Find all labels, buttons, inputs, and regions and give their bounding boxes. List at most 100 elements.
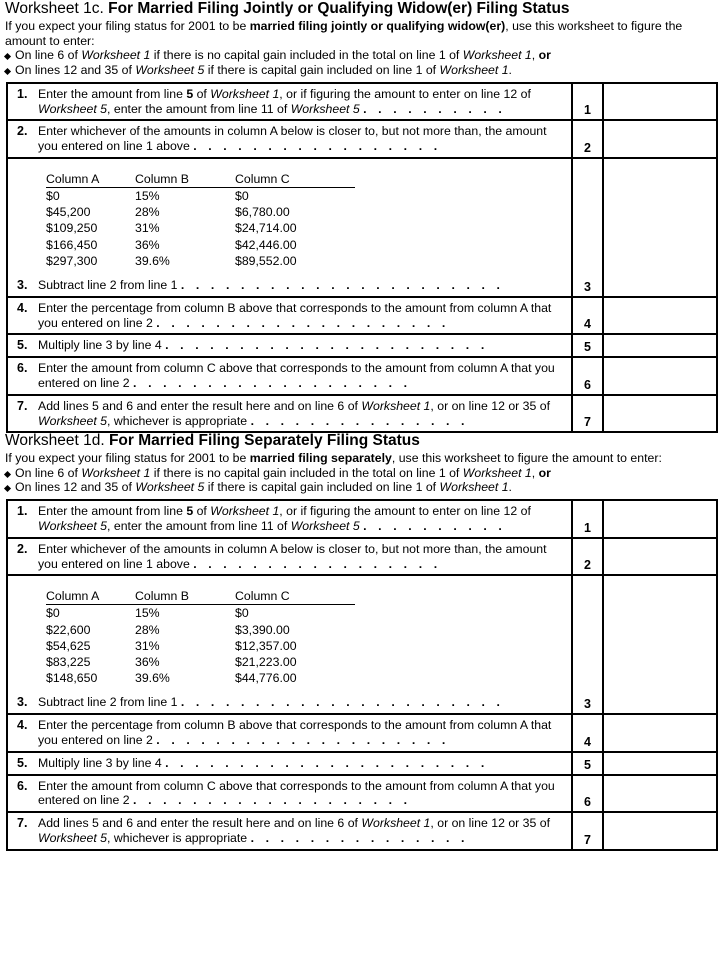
bracket-base-tax: $6,780.00 — [235, 205, 290, 220]
line-2-entry-field[interactable] — [604, 539, 716, 575]
line-6-description: 6. Enter the amount from column C above … — [8, 358, 573, 394]
worksheet-1d-intro: If you expect your filing status for 200… — [0, 450, 721, 466]
bullet-text-2: if there is capital gain included on lin… — [204, 62, 440, 77]
column-a-header: Column A — [46, 589, 135, 606]
line-4-number-box: 4 — [573, 297, 604, 334]
table-row: 7. Add lines 5 and 6 and enter the resul… — [8, 813, 716, 849]
line-4-entry-field[interactable] — [604, 715, 716, 751]
column-b-header: Column B — [135, 589, 235, 606]
line-3-description: Column A Column B Column C $0 15% $0 $45,2… — [8, 158, 573, 296]
bracket-rate: 15% — [135, 188, 160, 203]
line-7-description: 7. Add lines 5 and 6 and enter the resul… — [8, 395, 573, 432]
table-row: $83,225 36% $21,223.00 — [46, 654, 355, 670]
line-4-text: Enter the percentage from column B above… — [38, 718, 552, 747]
line-number-label: 7. — [17, 398, 28, 413]
intro-post-text: , use this worksheet to figure the amoun… — [391, 451, 662, 465]
bracket-rate: 28% — [135, 205, 160, 220]
table-row: 5. Multiply line 3 by line 4 . . . . . .… — [8, 752, 716, 776]
bullet-conjunction: or — [538, 465, 551, 480]
table-row: $54,625 31% $12,357.00 — [46, 638, 355, 654]
bracket-rate: 28% — [135, 622, 160, 637]
worksheet-1d-label: Worksheet 1d. — [5, 432, 105, 449]
line-4-number-box: 4 — [573, 715, 604, 751]
dot-leader: . . . . . . . . . . — [363, 518, 506, 533]
bullet-ref-1: Worksheet 1 — [81, 48, 151, 63]
bullet-text-3: , — [531, 465, 539, 480]
line-2-description: 2. Enter whichever of the amounts in col… — [8, 538, 573, 575]
line-1-entry-field[interactable] — [604, 501, 716, 537]
dot-leader: . . . . . . . . . . . . . . . . . — [193, 139, 442, 154]
tax-bracket-table: Column A Column B Column C $0 15% $0 $45,2… — [46, 171, 355, 269]
table-row: Column A Column B Column C $0 15% $0 $45,2… — [8, 158, 716, 298]
line-5-entry-field[interactable] — [604, 335, 716, 356]
bracket-amount: $45,200 — [46, 205, 91, 220]
table-row: 4. Enter the percentage from column B ab… — [8, 297, 716, 336]
dot-leader: . . . . . . . . . . . . . . . . . . . . … — [180, 695, 505, 710]
bracket-amount: $0 — [46, 188, 60, 203]
line-number-label: 4. — [17, 718, 28, 733]
bracket-rate: 15% — [135, 606, 160, 621]
line-4-entry-field[interactable] — [604, 298, 716, 334]
column-c-header: Column C — [235, 589, 355, 606]
bullet-text-1: On line 6 of — [15, 465, 82, 480]
line-3-number-box: 3 — [573, 158, 604, 296]
intro-pre-text: If you expect your filing status for 200… — [5, 19, 250, 33]
worksheet-1d-table: 1. Enter the amount from line 5 of Works… — [6, 499, 718, 851]
line-number-label: 6. — [17, 778, 28, 793]
line-2-entry-field[interactable] — [604, 121, 716, 157]
line-3-entry-field[interactable] — [604, 576, 716, 713]
bracket-base-tax: $21,223.00 — [235, 654, 297, 669]
bullet-ref-1: Worksheet 5 — [135, 62, 205, 77]
dot-leader: . . . . . . . . . . . . . . . . . . . . — [156, 732, 450, 747]
bullet-text-2: if there is no capital gain included in … — [150, 465, 463, 480]
line-number-label: 4. — [17, 300, 28, 315]
bullet-conjunction: or — [538, 48, 551, 63]
line-number-label: 3. — [17, 695, 28, 710]
table-row: 5. Multiply line 3 by line 4 . . . . . .… — [8, 335, 716, 359]
table-row: 4. Enter the percentage from column B ab… — [8, 715, 716, 753]
table-row: $148,650 39.6% $44,776.00 — [46, 670, 355, 686]
line-7-entry-field[interactable] — [604, 396, 716, 432]
line-2-text: Enter whichever of the amounts in column… — [38, 541, 547, 571]
line-7-number-box: 7 — [573, 395, 604, 432]
bullet-text-3: . — [508, 480, 512, 495]
table-row: Column A Column B Column C $0 15% $0 $22,6… — [8, 576, 716, 716]
bullet-text-3: . — [508, 62, 512, 77]
line-6-number-box: 6 — [573, 775, 604, 812]
line-number-label: 3. — [17, 277, 28, 292]
dot-leader: . . . . . . . . . . . . . . . . . . . . … — [165, 755, 489, 770]
table-row: 6. Enter the amount from column C above … — [8, 358, 716, 396]
table-row: $297,300 39.6% $89,552.00 — [46, 253, 355, 269]
table-row: 1. Enter the amount from line 5 of Works… — [8, 83, 716, 122]
list-item: On line 6 of Worksheet 1 if there is no … — [0, 48, 721, 63]
bullet-ref-2: Worksheet 1 — [439, 62, 509, 77]
table-row: 1. Enter the amount from line 5 of Works… — [8, 501, 716, 539]
tax-bracket-table: Column A Column B Column C $0 15% $0 $22,6… — [46, 589, 355, 686]
column-c-header: Column C — [235, 171, 355, 188]
line-3-description: Column A Column B Column C $0 15% $0 $22,6… — [8, 576, 573, 714]
line-1-number-box: 1 — [573, 83, 604, 120]
line-2-description: 2. Enter whichever of the amounts in col… — [8, 121, 573, 157]
line-6-text: Enter the amount from column C above tha… — [38, 778, 555, 808]
bracket-header-row: Column A Column B Column C — [46, 589, 355, 606]
worksheet-1c-title: For Married Filing Jointly or Qualifying… — [108, 0, 570, 17]
line-1-entry-field[interactable] — [604, 84, 716, 120]
line-number-label: 1. — [17, 86, 28, 101]
list-item: On lines 12 and 35 of Worksheet 5 if the… — [0, 63, 721, 78]
intro-filing-status: married filing jointly or qualifying wid… — [249, 19, 506, 33]
bullet-ref-2: Worksheet 1 — [439, 480, 509, 495]
worksheet-1c-intro: If you expect your filing status for 200… — [0, 18, 721, 48]
line-7-entry-field[interactable] — [604, 813, 716, 849]
line-5-entry-field[interactable] — [604, 753, 716, 774]
line-3-text: Subtract line 2 from line 1 . . . . . . … — [38, 277, 505, 292]
line-7-description: 7. Add lines 5 and 6 and enter the resul… — [8, 813, 573, 849]
bracket-amount: $109,250 — [46, 221, 98, 236]
line-6-entry-field[interactable] — [604, 776, 716, 812]
line-6-entry-field[interactable] — [604, 358, 716, 394]
bracket-base-tax: $0 — [235, 188, 249, 203]
line-5-text: Multiply line 3 by line 4 . . . . . . . … — [38, 755, 489, 770]
bullet-text-1: On line 6 of — [15, 48, 82, 63]
bracket-rate: 31% — [135, 638, 160, 653]
line-3-entry-field[interactable] — [604, 159, 716, 296]
